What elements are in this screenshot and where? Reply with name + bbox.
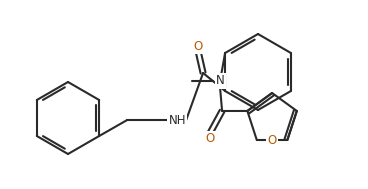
Text: N: N	[216, 74, 224, 88]
Text: O: O	[268, 134, 277, 146]
Text: O: O	[205, 132, 215, 146]
Text: O: O	[194, 40, 203, 53]
Text: NH: NH	[169, 114, 186, 126]
